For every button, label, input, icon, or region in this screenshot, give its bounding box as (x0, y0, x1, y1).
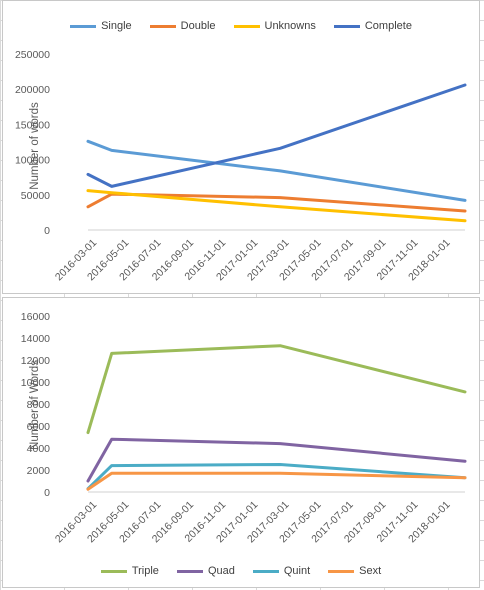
series-line-quint[interactable] (86, 463, 467, 491)
legend-label: Quad (207, 565, 235, 577)
data-point-triple[interactable] (86, 431, 90, 435)
data-point-double[interactable] (278, 196, 282, 200)
y-tick-label: 150000 (15, 119, 50, 131)
y-tick-label: 8000 (27, 399, 51, 411)
data-point-sext[interactable] (278, 471, 282, 475)
legend-item-quad: Quad (176, 565, 235, 577)
legend-item-double: Double (149, 20, 216, 32)
chart-rare-word-counts[interactable]: Number of Words 0 2000 4000 6000 8000 10000 12… (2, 297, 480, 588)
data-point-complete[interactable] (110, 184, 114, 188)
series-line-unknowns[interactable] (86, 189, 467, 223)
legend-label: Unknowns (264, 20, 316, 32)
legend: Single Double Unknowns Complete (3, 20, 479, 32)
legend-swatch (252, 569, 279, 573)
data-point-single[interactable] (278, 169, 282, 173)
legend-item-triple: Triple (100, 565, 159, 577)
plot-area: Number of Words 0 2000 4000 6000 8000 10000 12… (21, 311, 467, 545)
y-tick-label: 0 (44, 225, 50, 237)
series-line-quad[interactable] (86, 437, 467, 483)
series-line-single[interactable] (86, 139, 467, 202)
data-point-quad[interactable] (463, 459, 467, 463)
legend-swatch (70, 24, 97, 28)
legend-label: Complete (364, 20, 412, 32)
legend-item-single: Single (70, 20, 132, 32)
data-point-triple[interactable] (278, 344, 282, 348)
y-tick-label: 10000 (21, 377, 50, 389)
y-tick-label: 50000 (21, 190, 50, 202)
plot-area: Number of words 0 50000 100000 150000 200000… (15, 49, 467, 283)
data-point-quad[interactable] (278, 442, 282, 446)
data-point-single[interactable] (110, 148, 114, 152)
y-tick-label: 16000 (21, 311, 50, 323)
data-point-unknowns[interactable] (463, 219, 467, 223)
y-tick-label: 6000 (27, 421, 51, 433)
data-point-single[interactable] (86, 139, 90, 143)
legend-label: Double (180, 20, 216, 32)
data-point-sext[interactable] (86, 487, 90, 491)
legend-label: Sext (359, 565, 382, 577)
y-tick-label: 14000 (21, 333, 50, 345)
legend-swatch (233, 24, 260, 28)
chart-word-counts[interactable]: Single Double Unknowns Complete Number o… (2, 0, 480, 294)
legend-label: Triple (131, 565, 159, 577)
series-line-double[interactable] (86, 192, 467, 213)
data-point-sext[interactable] (110, 471, 114, 475)
legend-item-complete: Complete (333, 20, 412, 32)
series-line-complete[interactable] (86, 83, 467, 188)
y-tick-label: 100000 (15, 155, 50, 167)
data-point-quint[interactable] (278, 463, 282, 467)
legend-item-sext: Sext (328, 565, 381, 577)
data-point-triple[interactable] (463, 390, 467, 394)
data-point-double[interactable] (463, 209, 467, 213)
legend-swatch (100, 569, 127, 573)
series-line-sext[interactable] (86, 471, 467, 491)
legend-item-quint: Quint (252, 565, 311, 577)
data-point-unknowns[interactable] (86, 189, 90, 193)
data-point-unknowns[interactable] (278, 205, 282, 209)
legend-swatch (176, 569, 203, 573)
y-tick-label: 12000 (21, 355, 50, 367)
y-tick-label: 0 (44, 487, 50, 499)
data-point-unknowns[interactable] (110, 191, 114, 195)
legend: Triple Quad Quint Sext (3, 565, 479, 577)
series-line-triple[interactable] (86, 344, 467, 435)
data-point-complete[interactable] (463, 83, 467, 87)
data-point-quad[interactable] (86, 479, 90, 483)
data-point-single[interactable] (463, 198, 467, 202)
legend-swatch (149, 24, 176, 28)
data-point-complete[interactable] (278, 146, 282, 150)
y-tick-label: 2000 (27, 465, 51, 477)
y-tick-label: 250000 (15, 49, 50, 61)
legend-label: Quint (283, 565, 311, 577)
y-tick-label: 4000 (27, 443, 51, 455)
legend-item-unknowns: Unknowns (233, 20, 316, 32)
y-axis-title: Number of words (29, 102, 41, 190)
legend-swatch (328, 569, 355, 573)
data-point-sext[interactable] (463, 476, 467, 480)
data-point-double[interactable] (86, 205, 90, 209)
legend-label: Single (101, 20, 132, 32)
y-tick-label: 200000 (15, 84, 50, 96)
data-point-quad[interactable] (110, 437, 114, 441)
legend-swatch (333, 24, 360, 28)
data-point-triple[interactable] (110, 351, 114, 355)
data-point-complete[interactable] (86, 172, 90, 176)
data-point-quint[interactable] (110, 464, 114, 468)
y-axis-title: Number of Words (29, 360, 41, 450)
